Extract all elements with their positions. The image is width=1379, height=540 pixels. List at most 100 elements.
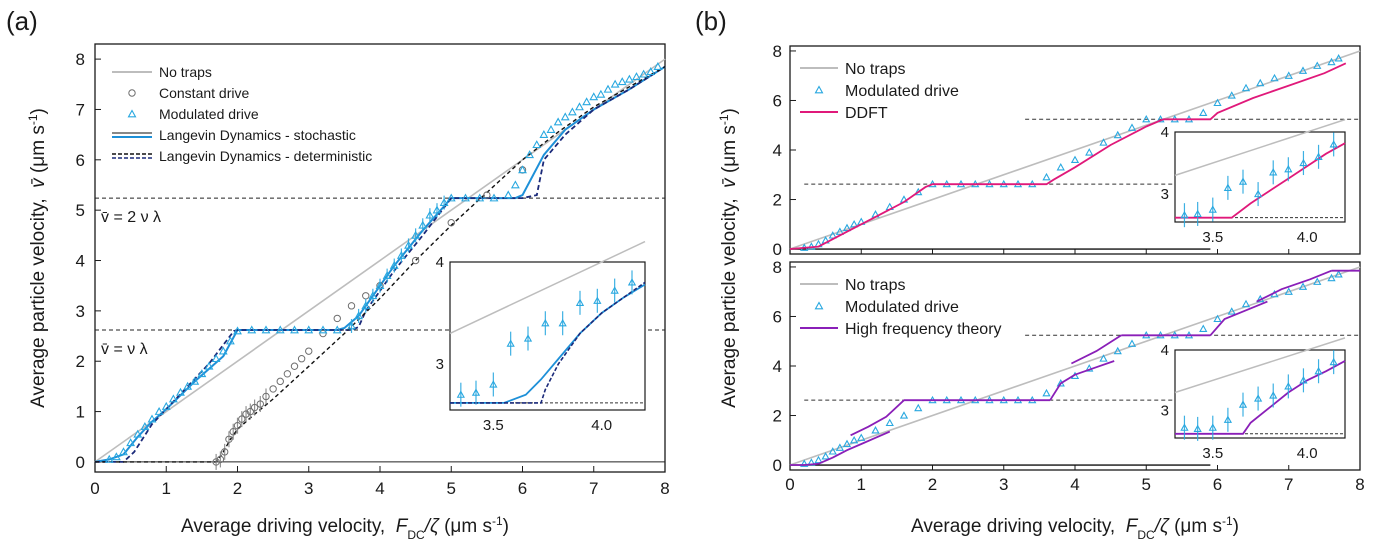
modulated-drive-point	[639, 69, 649, 78]
modulated-drive-point	[1199, 108, 1208, 116]
modulated-drive-point	[510, 180, 520, 189]
inset-y-tick-label: 3	[436, 356, 444, 373]
modulated-drive-point	[828, 231, 837, 239]
modulated-drive-point	[567, 107, 577, 116]
inset-modulated-point	[1299, 376, 1308, 384]
x-tick-label: 3	[999, 475, 1008, 494]
constant-drive-point	[269, 385, 277, 393]
constant-drive-point	[283, 370, 292, 378]
inset-modulated-point	[1180, 423, 1189, 431]
inset-modulated-point	[1299, 158, 1308, 167]
modulated-drive-point	[553, 117, 563, 126]
x-tick-label: 5	[1142, 475, 1151, 494]
legend-label: Constant drive	[159, 85, 249, 101]
modulated-drive-point	[560, 112, 570, 121]
inset-deterministic-line	[450, 281, 646, 404]
modulated-drive-point	[168, 394, 178, 403]
constant-drive-point	[362, 292, 370, 300]
modulated-drive-point	[140, 422, 150, 431]
y-tick-label: 4	[773, 357, 782, 376]
x-tick-label: 0	[90, 479, 99, 498]
inset-x-tick-label: 4.0	[1297, 445, 1318, 462]
inset-modulated-point	[471, 388, 481, 396]
modulated-drive-point	[347, 321, 356, 330]
no-traps-line	[789, 50, 1361, 250]
y-tick-label: 6	[773, 91, 782, 110]
constant-drive-point	[333, 314, 341, 323]
modulated-drive-point	[800, 459, 809, 467]
modulated-drive-point	[546, 124, 556, 133]
inset-modulated-point	[1223, 183, 1233, 191]
inset-modulated-point	[575, 298, 585, 306]
modulated-drive-point	[233, 326, 242, 335]
modulated-drive-point	[133, 429, 143, 438]
panel-b-bottom-inset	[1174, 349, 1346, 439]
inset-modulated-point	[1329, 357, 1338, 366]
modulated-drive-point	[1070, 155, 1080, 164]
panel-a-xlabel: Average driving velocity, FDC/ζ (μm s-1)	[181, 514, 509, 540]
inset-modulated-point	[1238, 400, 1248, 408]
legend-label: DDFT	[845, 105, 888, 122]
modulated-drive-point	[161, 401, 171, 410]
modulated-drive-point	[1270, 73, 1279, 82]
inset-modulated-point	[1314, 152, 1323, 160]
modulated-drive-point	[1042, 388, 1051, 397]
inset-theory-line	[1175, 142, 1346, 219]
modulated-drive-point	[1241, 83, 1251, 92]
modulated-drive-point	[603, 84, 613, 93]
modulated-drive-point	[411, 230, 421, 239]
x-tick-label: 8	[1355, 475, 1364, 494]
modulated-drive-point	[1334, 54, 1343, 62]
modulated-drive-point	[1085, 364, 1094, 372]
legend-label: No traps	[159, 64, 212, 80]
inset-modulated-point	[541, 318, 550, 327]
inset-modulated-point	[506, 339, 515, 347]
y-tick-label: 0	[76, 453, 85, 472]
inset-modulated-point	[610, 286, 619, 294]
modulated-drive-point	[610, 79, 620, 88]
inset-modulated-point	[1253, 189, 1263, 198]
modulated-drive-point	[425, 210, 435, 219]
legend-label: Langevin Dynamics - stochastic	[159, 127, 356, 143]
x-tick-label: 6	[518, 479, 527, 498]
y-tick-label: 8	[76, 50, 85, 69]
y-tick-label: 3	[76, 302, 85, 321]
modulated-drive-point	[382, 270, 392, 279]
panel-a-ylabel: Average particle velocity, v̄ (μm s-1)	[26, 108, 49, 408]
y-tick-label: 0	[773, 240, 782, 259]
constant-drive-point	[276, 377, 284, 386]
modulated-drive-point	[589, 92, 599, 101]
modulated-drive-point	[828, 447, 837, 455]
modulated-drive-point	[849, 435, 859, 444]
y-tick-label: 5	[76, 201, 85, 220]
modulated-drive-point	[582, 97, 592, 106]
inset-modulated-point	[1284, 164, 1293, 173]
modulated-drive-point	[368, 291, 378, 300]
modulated-drive-point	[197, 369, 207, 378]
modulated-drive-point	[290, 325, 299, 334]
x-tick-label: 7	[1284, 475, 1293, 494]
constant-drive-point	[242, 410, 250, 418]
constant-drive-point	[262, 392, 270, 401]
modulated-drive-point	[1085, 148, 1094, 156]
modulated-drive-point	[835, 227, 845, 235]
modulated-drive-point	[418, 220, 428, 229]
legend-label: Modulated drive	[845, 83, 959, 100]
constant-drive-point	[319, 329, 327, 338]
modulated-drive-point	[1042, 172, 1051, 181]
modulated-drive-point	[814, 455, 823, 464]
modulated-drive-point	[318, 325, 328, 334]
inset-modulated-point	[523, 334, 533, 342]
modulated-drive-point	[389, 260, 399, 269]
modulated-drive-point	[1227, 91, 1236, 99]
modulated-drive-point	[821, 452, 830, 460]
y-tick-label: 8	[773, 42, 782, 61]
x-tick-label: 4	[1070, 475, 1079, 494]
modulated-drive-point	[332, 325, 342, 334]
x-tick-label: 2	[928, 475, 937, 494]
modulated-drive-point	[1113, 346, 1122, 355]
inset-x-tick-label: 4.0	[1297, 229, 1318, 246]
y-tick-label: 7	[76, 100, 85, 119]
modulated-drive-point	[842, 439, 852, 448]
